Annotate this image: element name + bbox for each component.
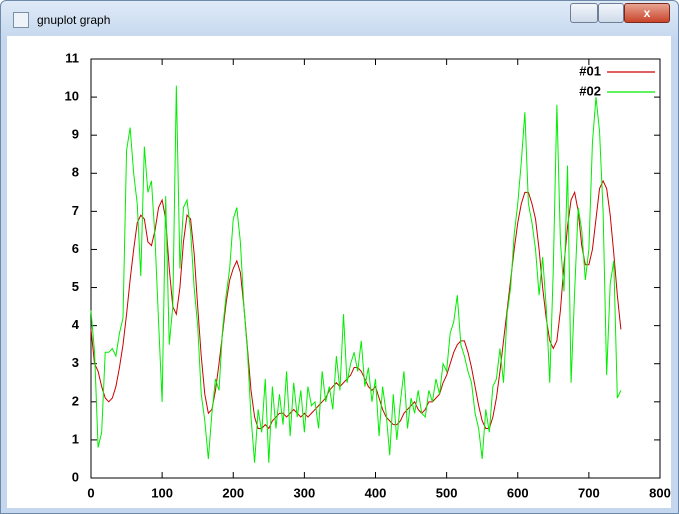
x-tick-label: 800 xyxy=(649,485,671,500)
y-tick-label: 11 xyxy=(65,50,79,65)
x-tick-label: 500 xyxy=(436,485,458,500)
maximize-button[interactable] xyxy=(598,3,624,23)
chart: 0 100 200 300 400 500 600 700 800 0 1 2 3 4 5 6 7 8 9 10 11 #… xyxy=(7,36,671,508)
y-tick-label: 9 xyxy=(72,127,79,142)
data-line xyxy=(90,179,622,430)
y-tick-label: 10 xyxy=(65,89,79,104)
y-tick-label: 7 xyxy=(72,203,79,218)
y-tick-label: 5 xyxy=(72,279,79,294)
x-tick-label: 400 xyxy=(365,485,387,500)
legend-label: #01 xyxy=(579,63,601,78)
x-tick-label: 700 xyxy=(578,485,600,500)
close-button[interactable]: x xyxy=(624,3,670,23)
legend-label: #02 xyxy=(579,83,601,98)
minimize-button[interactable] xyxy=(570,3,598,23)
data-line xyxy=(90,85,622,463)
y-tick-label: 3 xyxy=(72,355,79,370)
x-tick-label: 100 xyxy=(151,485,173,500)
x-tick-label: 300 xyxy=(294,485,316,500)
y-tick-label: 2 xyxy=(72,393,79,408)
y-tick-label: 1 xyxy=(72,431,79,446)
plot-background xyxy=(7,36,671,508)
x-tick-label: 0 xyxy=(87,485,94,500)
y-tick-label: 6 xyxy=(72,241,79,256)
y-tick-label: 4 xyxy=(72,317,80,332)
y-tick-label: 8 xyxy=(72,165,79,180)
x-tick-label: 200 xyxy=(222,485,244,500)
window-title: gnuplot graph xyxy=(37,13,111,27)
window-icon xyxy=(13,12,29,28)
x-tick-label: 600 xyxy=(507,485,529,500)
y-tick-label: 0 xyxy=(72,469,79,484)
title-bar: gnuplot graph x xyxy=(1,1,678,37)
